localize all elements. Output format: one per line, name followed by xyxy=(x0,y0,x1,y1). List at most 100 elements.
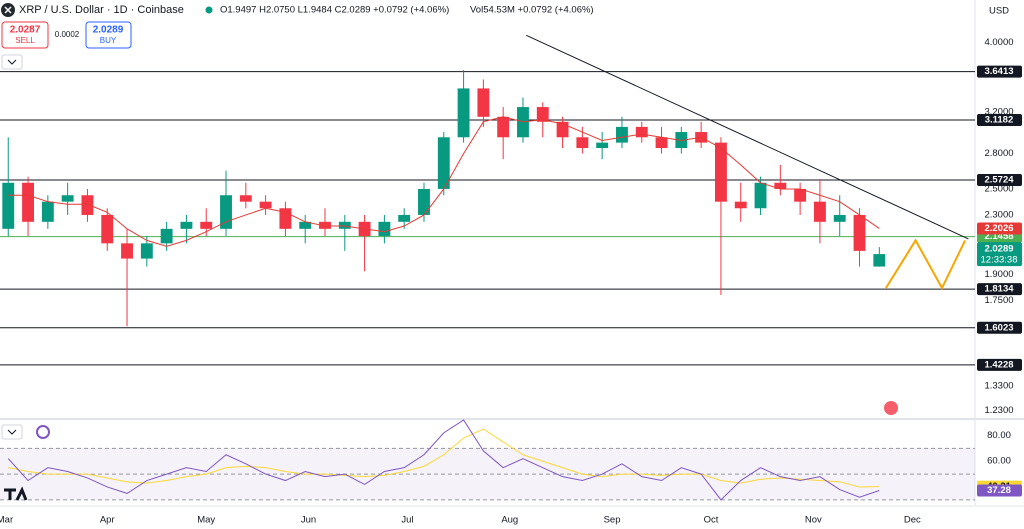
candle-body xyxy=(556,121,569,138)
collapse-icon xyxy=(7,59,17,65)
event-icon[interactable] xyxy=(884,401,898,415)
rsi-last-label: 37.28 xyxy=(987,485,1011,496)
level-box xyxy=(977,358,1022,371)
candle-body xyxy=(497,116,510,138)
candle-body xyxy=(596,142,609,149)
candle-body xyxy=(794,188,807,202)
symbol-title: XRP / U.S. Dollar · 1D · Coinbase xyxy=(19,4,184,16)
candle-body xyxy=(378,221,391,237)
x-tick-label: Aug xyxy=(501,515,518,526)
level-box xyxy=(977,65,1022,78)
y-tick-label: 3.2000 xyxy=(984,106,1013,117)
level-label: 1.8134 xyxy=(984,284,1014,295)
candle-body xyxy=(61,195,74,202)
candle-body xyxy=(873,254,886,267)
candle-body xyxy=(635,126,648,138)
candle-body xyxy=(754,182,767,209)
buy-button[interactable] xyxy=(85,21,132,49)
level-label: 1.6023 xyxy=(984,322,1013,333)
level-label: 3.6413 xyxy=(984,66,1013,77)
currency[interactable]: USD xyxy=(989,6,1009,17)
symbol-icon-mark xyxy=(4,6,12,14)
y-tick-label: 2.5000 xyxy=(984,183,1013,194)
candle-body xyxy=(418,188,430,215)
level-box xyxy=(977,321,1022,334)
ma-last-box xyxy=(977,222,1022,235)
projection xyxy=(885,238,967,291)
candle-body xyxy=(457,88,470,138)
level-box xyxy=(977,113,1022,126)
x-tick-label: Oct xyxy=(704,515,719,526)
logo xyxy=(4,486,28,501)
x-tick-label: Nov xyxy=(805,515,822,526)
rsi-tick-label: 60.00 xyxy=(987,456,1011,467)
price-label: 2.0289 xyxy=(984,244,1013,255)
candle-body xyxy=(200,221,213,229)
candle-body xyxy=(299,221,312,229)
candle-body xyxy=(160,228,173,244)
rsi-icon[interactable] xyxy=(36,425,50,439)
rsi-ma xyxy=(8,428,880,488)
rsi-collapse-icon xyxy=(7,429,17,435)
x-tick-label: Apr xyxy=(100,515,115,526)
candle-body xyxy=(81,195,94,215)
y-tick-label: 1.7500 xyxy=(984,295,1013,306)
candle-body xyxy=(437,137,450,189)
candle-body xyxy=(576,137,589,149)
candle-body xyxy=(121,243,133,259)
candle-body xyxy=(338,221,351,229)
candle-body xyxy=(41,201,54,222)
x-tick-label: Sep xyxy=(604,515,621,526)
sell-price: 2.0287 xyxy=(10,25,41,36)
rsi-tick-label: 80.00 xyxy=(987,430,1011,441)
candle-body xyxy=(774,182,787,189)
rsi-collapse-button[interactable] xyxy=(1,424,23,440)
candle-body xyxy=(655,137,668,149)
market-status xyxy=(205,6,213,14)
level-label: 1.4228 xyxy=(984,359,1013,370)
price-box xyxy=(977,242,1022,267)
candle-body xyxy=(259,201,272,209)
moving-average xyxy=(8,116,880,247)
candle-body xyxy=(101,214,114,244)
candle-body xyxy=(715,142,727,202)
rsi-line xyxy=(7,419,880,501)
sell-label: SELL xyxy=(15,36,35,45)
candle-body xyxy=(319,221,331,229)
candle-body xyxy=(239,195,252,202)
level-box xyxy=(977,174,1022,187)
sell-button[interactable] xyxy=(1,21,49,49)
candle-body xyxy=(2,182,15,229)
candle-body xyxy=(398,214,411,222)
x-tick-label: Mar xyxy=(0,515,13,526)
collapse-button[interactable] xyxy=(1,54,23,70)
y-tick-label: 2.8000 xyxy=(984,148,1013,159)
ohlc: O1.9497 H2.0750 L1.9484 C2.0289 +0.0792 … xyxy=(220,5,449,16)
x-tick-label: Jun xyxy=(301,515,316,526)
y-tick-label: 1.9000 xyxy=(984,269,1013,280)
rsi-last-box xyxy=(977,484,1022,497)
x-tick-label: May xyxy=(197,515,215,526)
candle-body xyxy=(813,201,826,222)
candle-body xyxy=(220,195,232,229)
candle-body xyxy=(477,88,490,117)
level-box xyxy=(977,283,1022,296)
candle-body xyxy=(616,126,628,143)
support-label: 2.1458 xyxy=(984,231,1013,242)
plot: Mar Apr May Jun Jul Aug Sep Oct Nov Dec xyxy=(0,34,975,526)
level-label: 2.5724 xyxy=(984,175,1014,186)
candle-body xyxy=(536,107,549,122)
spread: 0.0002 xyxy=(55,30,80,39)
level-label: 3.1182 xyxy=(985,114,1014,125)
candle-body xyxy=(279,208,292,229)
trendline xyxy=(526,34,969,240)
candle-body xyxy=(853,214,866,251)
candle-body xyxy=(180,221,193,229)
y-tick-label: 4.0000 xyxy=(984,37,1013,48)
candle-body xyxy=(833,214,846,222)
buy-label: BUY xyxy=(100,36,117,45)
candle-body xyxy=(734,201,747,209)
buy-price: 2.0289 xyxy=(93,25,124,36)
volume: Vol54.53M +0.0792 (+4.06%) xyxy=(470,5,594,16)
